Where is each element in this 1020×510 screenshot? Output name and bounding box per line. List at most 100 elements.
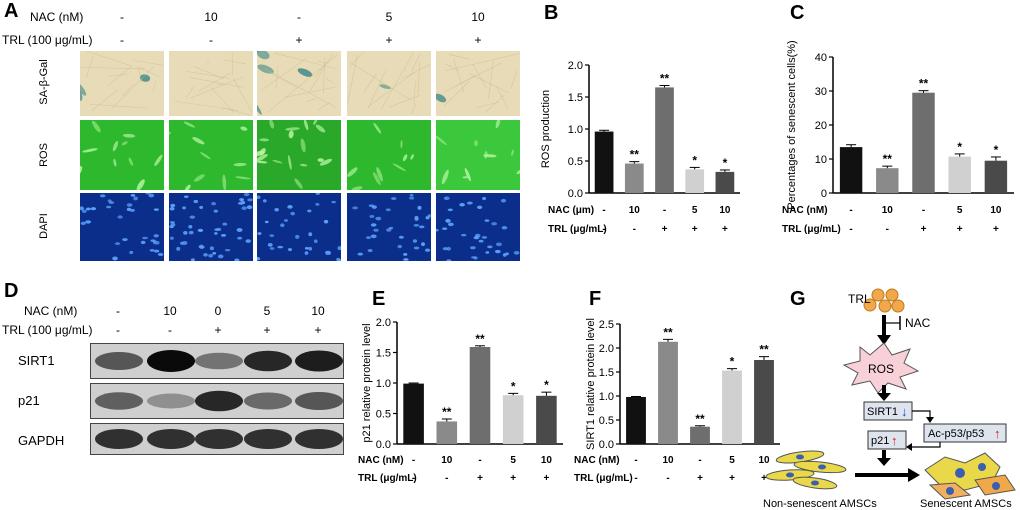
row2-value: - bbox=[445, 473, 448, 484]
bar bbox=[690, 426, 710, 444]
row1-value: - bbox=[602, 205, 605, 216]
panel-a-trl-value: + bbox=[295, 33, 303, 47]
row2-value: - bbox=[412, 473, 415, 484]
panel-a-nac-value: 10 bbox=[471, 10, 485, 24]
bar bbox=[722, 370, 742, 444]
panel-d-nac-value: 5 bbox=[263, 304, 271, 318]
micrograph-dapi-4 bbox=[347, 193, 431, 261]
row2-value: - bbox=[634, 473, 637, 484]
significance-mark: * bbox=[730, 355, 735, 369]
y-tick-label: 2.0 bbox=[599, 343, 614, 355]
panel-letter-d: D bbox=[4, 280, 19, 302]
panel-d-trl-value: - bbox=[168, 323, 172, 337]
micrograph-dapi-1 bbox=[80, 193, 164, 261]
y-axis-label: SIRT1 relative protein level bbox=[585, 318, 597, 450]
bar bbox=[948, 156, 971, 193]
bar bbox=[536, 395, 557, 444]
acp53-box bbox=[923, 423, 1007, 443]
sirt1-text: SIRT1 bbox=[867, 406, 898, 418]
bar bbox=[626, 396, 646, 444]
significance-mark: ** bbox=[883, 152, 893, 166]
panel-letter-f: F bbox=[589, 288, 602, 310]
y-tick-label: 10 bbox=[815, 154, 827, 166]
panel-d-trl-value: + bbox=[314, 323, 322, 337]
bar bbox=[594, 131, 614, 193]
panel-a-nac-value: - bbox=[297, 10, 301, 24]
row2-value: - bbox=[666, 473, 669, 484]
significance-mark: ** bbox=[919, 77, 929, 91]
significance-mark: ** bbox=[630, 148, 640, 162]
micrograph-sagal-3 bbox=[257, 51, 341, 116]
micrograph-sagal-4 bbox=[347, 51, 431, 116]
row1-label: NAC (nM) bbox=[358, 455, 404, 466]
arrow-trl-ros-head bbox=[877, 335, 891, 345]
significance-mark: ** bbox=[442, 405, 452, 419]
sirt1-down-arrow: ↓ bbox=[901, 404, 908, 419]
bar bbox=[624, 163, 644, 193]
micrograph-ros-5 bbox=[436, 120, 520, 190]
micrograph-dapi-5 bbox=[436, 193, 520, 261]
significance-mark: ** bbox=[759, 343, 769, 357]
chart-c: 0 10 20 30 40 Percentages of senescent cells(… bbox=[782, 40, 1014, 235]
senescent-label: Senescent AMSCs bbox=[920, 498, 1012, 510]
significance-mark: * bbox=[511, 379, 516, 393]
bar bbox=[876, 168, 899, 193]
row2-value: + bbox=[510, 473, 516, 484]
panel-a-trl-value: - bbox=[120, 33, 124, 47]
panel-d-nac-value: 10 bbox=[311, 304, 325, 318]
row2-label: TRL (μg/mL) bbox=[358, 473, 417, 484]
row1-value: 10 bbox=[662, 455, 674, 466]
panel-d-nac-value: - bbox=[116, 304, 120, 318]
row2-value: + bbox=[477, 473, 483, 484]
y-tick-label: 1.0 bbox=[568, 124, 583, 136]
y-tick-label: 0.0 bbox=[568, 188, 583, 200]
acp53-text: Ac-p53/p53 bbox=[928, 428, 984, 440]
bar bbox=[502, 395, 524, 444]
arrow-senescence-head bbox=[908, 468, 920, 482]
row1-label: NAC (nM) bbox=[574, 455, 620, 466]
row2-value: + bbox=[957, 224, 963, 235]
row2-value: + bbox=[662, 224, 668, 235]
row2-label: TRL (μg/mL) bbox=[782, 224, 841, 235]
significance-mark: ** bbox=[475, 332, 485, 346]
arrow-sirt1-acp53 bbox=[912, 410, 931, 419]
panel-a-nac-value: 5 bbox=[385, 10, 393, 24]
row2-value: + bbox=[697, 473, 703, 484]
row1-value: - bbox=[849, 205, 852, 216]
panel-letter-b: B bbox=[544, 2, 559, 24]
y-tick-label: 30 bbox=[815, 86, 827, 98]
mechanism-diagram: TRL NAC ROS SIRT1 ↓ Ac-p53/p53 ↑ p21 ↑ bbox=[763, 288, 1016, 510]
arrow-acp53-p21-head bbox=[906, 443, 912, 451]
panel-a-trl-value: + bbox=[474, 33, 482, 47]
significance-mark: * bbox=[723, 156, 728, 170]
blot-band bbox=[295, 429, 343, 449]
arrow-ros-sirt1-head bbox=[877, 393, 891, 401]
p21-up-arrow: ↑ bbox=[891, 433, 898, 448]
panel-d-nac-value: 10 bbox=[163, 304, 177, 318]
blot-band bbox=[244, 392, 292, 410]
blot-band bbox=[244, 350, 292, 372]
senescent-cells bbox=[924, 452, 1016, 500]
row1-label: NAC (nM) bbox=[782, 205, 828, 216]
panel-a-trl-value: - bbox=[209, 33, 213, 47]
row2-value: + bbox=[722, 224, 728, 235]
row1-value: 10 bbox=[629, 205, 641, 216]
trl-label: TRL bbox=[848, 292, 871, 306]
blot-band bbox=[295, 350, 343, 372]
micrograph-dapi-2 bbox=[169, 193, 253, 261]
row1-value: 10 bbox=[541, 455, 553, 466]
micrograph-ros-1 bbox=[80, 120, 164, 190]
y-tick-label: 0 bbox=[821, 188, 827, 200]
blot-p21 bbox=[90, 383, 344, 419]
row1-value: 10 bbox=[882, 205, 894, 216]
blot-band bbox=[195, 390, 243, 412]
y-tick-label: 1.5 bbox=[568, 92, 583, 104]
row2-value: - bbox=[602, 224, 605, 235]
row2-value: + bbox=[692, 224, 698, 235]
row2-value: + bbox=[761, 473, 767, 484]
non-senescent-cells bbox=[765, 450, 847, 490]
row1-value: - bbox=[698, 455, 701, 466]
